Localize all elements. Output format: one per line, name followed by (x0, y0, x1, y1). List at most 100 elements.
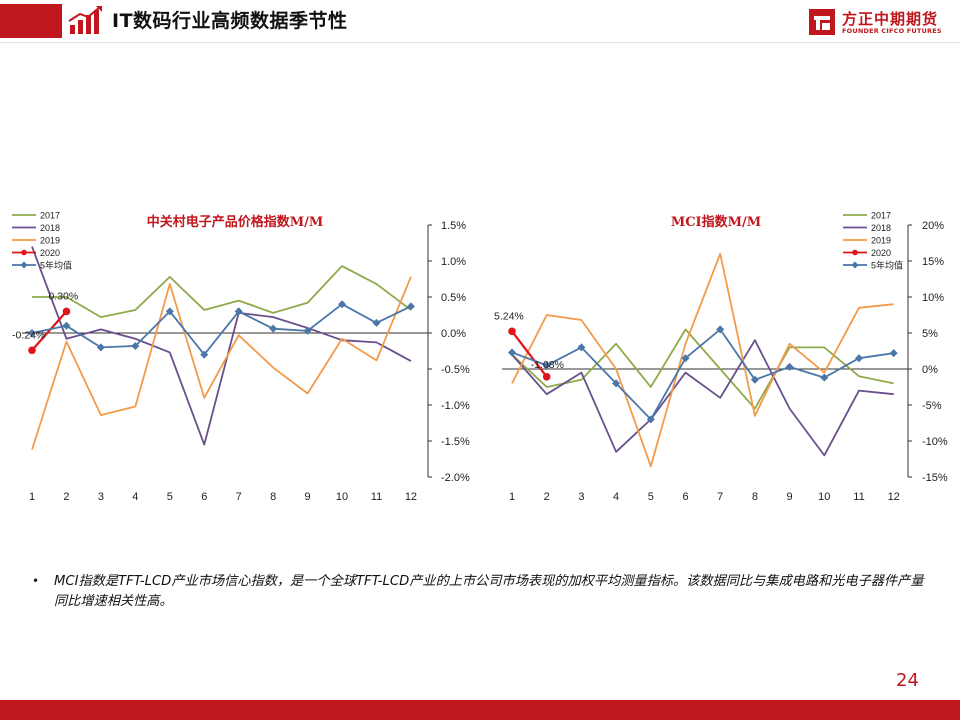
y-tick-label: -2.0% (441, 472, 470, 484)
data-label: 0.30% (48, 290, 78, 302)
x-tick-label: 12 (888, 491, 900, 503)
chart-legend: 2017 2018 2019 2020 5年均值 (12, 211, 72, 271)
data-point-5年均值 (234, 307, 243, 316)
slide-header: IT数码行业高频数据季节性 方正中期期货 FOUNDER CIFCO FUTUR… (0, 0, 960, 44)
y-tick-label: -5% (922, 400, 942, 412)
series-line-2020 (511, 330, 548, 378)
header-divider (0, 42, 960, 43)
charts-area: 1.5%1.0%0.5%0.0%-0.5%-1.0%-1.5%-2.0%1 2 3 4… (12, 211, 948, 504)
legend-label: 2018 (40, 223, 60, 233)
x-tick-label: 11 (853, 491, 864, 503)
data-point-5年均值 (612, 379, 621, 388)
page-title: IT数码行业高频数据季节性 (112, 10, 348, 32)
x-tick-label: 5 (648, 491, 654, 503)
legend-marker (852, 249, 858, 256)
founder-logo-icon (809, 9, 835, 35)
legend-label: 2019 (40, 236, 60, 246)
chart-1: 1.5%1.0%0.5%0.0%-0.5%-1.0%-1.5%-2.0%1 2 3 4… (12, 211, 470, 503)
logo-english-name: FOUNDER CIFCO FUTURES (842, 27, 942, 35)
y-tick-label: -1.0% (441, 400, 470, 412)
x-tick-label: 9 (787, 491, 793, 503)
x-tick-label: 7 (236, 491, 242, 503)
series-line-2019 (511, 252, 894, 468)
data-point-5年均值 (508, 348, 516, 357)
growth-chart-icon (68, 6, 102, 34)
data-label: -1.08% (531, 359, 564, 371)
data-point-5年均值 (269, 324, 278, 333)
y-tick-label: -1.5% (441, 436, 470, 448)
x-tick-label: 6 (682, 491, 688, 503)
data-point-5年均值 (542, 361, 551, 370)
x-tick-label: 12 (405, 491, 417, 503)
data-point-5年均值 (28, 329, 36, 337)
legend-marker (20, 261, 28, 269)
page-number: 24 (896, 670, 919, 691)
x-tick-label: 2 (63, 491, 69, 503)
x-tick-label: 3 (98, 491, 104, 503)
y-tick-label: 1.0% (441, 256, 466, 268)
series-line-2018 (511, 339, 894, 457)
x-tick-label: 4 (132, 491, 138, 503)
x-tick-label: 6 (201, 491, 207, 503)
series-line-5年均值 (31, 303, 412, 356)
data-point-2020 (62, 307, 71, 316)
x-tick-label: 10 (336, 491, 348, 503)
note-text: MCI指数是TFT-LCD产业市场信心指数，是一个全球TFT-LCD产业的上市公… (54, 574, 924, 609)
data-point-5年均值 (681, 354, 690, 363)
data-point-5年均值 (820, 373, 829, 382)
data-point-5年均值 (131, 341, 140, 350)
chart-legend: 2017 2018 2019 2020 5年均值 (843, 211, 903, 271)
data-label: 5.24% (494, 310, 524, 322)
data-point-5年均值 (338, 300, 347, 309)
series-line-2019 (31, 276, 412, 450)
legend-marker (21, 249, 27, 256)
data-point-5年均值 (646, 415, 655, 424)
x-tick-label: 7 (717, 491, 723, 503)
legend-label: 2017 (871, 211, 891, 221)
header-accent-bar (0, 4, 62, 38)
series-line-2017 (511, 328, 894, 410)
data-point-5年均值 (889, 349, 898, 358)
series-line-2017 (32, 265, 412, 319)
x-tick-label: 11 (371, 491, 382, 503)
chart-2: 20%15%10%5%0%-5%-10%-15%1 2 3 4 5 6 7 8 9 10 11 12M… (494, 211, 948, 504)
legend-marker (851, 261, 859, 269)
data-point-5年均值 (62, 321, 71, 330)
series-line-5年均值 (511, 328, 894, 421)
company-logo: 方正中期期货 FOUNDER CIFCO FUTURES (808, 6, 948, 40)
data-point-5年均值 (96, 343, 105, 352)
logo-chinese-name: 方正中期期货 (842, 10, 939, 28)
y-tick-label: 5% (922, 328, 938, 340)
x-tick-label: 4 (613, 491, 619, 503)
legend-label: 5年均值 (871, 260, 903, 271)
x-tick-label: 1 (509, 491, 515, 503)
legend-label: 2019 (871, 236, 891, 246)
legend-label: 2017 (40, 211, 60, 221)
chart-title: MCI指数M/M (671, 214, 761, 230)
y-tick-label: 20% (922, 220, 944, 232)
data-point-2020 (508, 327, 516, 336)
legend-label: 2018 (871, 223, 891, 233)
data-point-5年均值 (372, 318, 381, 327)
y-tick-label: 15% (922, 256, 944, 268)
series-line-2018 (31, 246, 412, 446)
y-tick-label: -0.5% (441, 364, 470, 376)
data-point-5年均值 (303, 326, 312, 335)
data-point-5年均值 (785, 362, 794, 371)
data-point-5年均值 (200, 350, 209, 359)
data-point-5年均值 (855, 354, 863, 363)
data-point-5年均值 (577, 343, 586, 352)
x-tick-label: 2 (544, 491, 550, 503)
data-point-5年均值 (716, 325, 725, 334)
data-label: -0.24% (12, 329, 45, 341)
y-tick-label: 10% (922, 292, 944, 304)
data-point-5年均值 (165, 307, 174, 316)
x-tick-label: 1 (29, 491, 35, 503)
x-tick-label: 5 (167, 491, 173, 503)
y-tick-label: 0.0% (441, 328, 466, 340)
footer-bar (0, 700, 960, 720)
data-point-5年均值 (750, 375, 759, 384)
legend-label: 2020 (871, 248, 891, 258)
data-point-5年均值 (406, 302, 415, 311)
y-tick-label: -15% (922, 472, 948, 484)
